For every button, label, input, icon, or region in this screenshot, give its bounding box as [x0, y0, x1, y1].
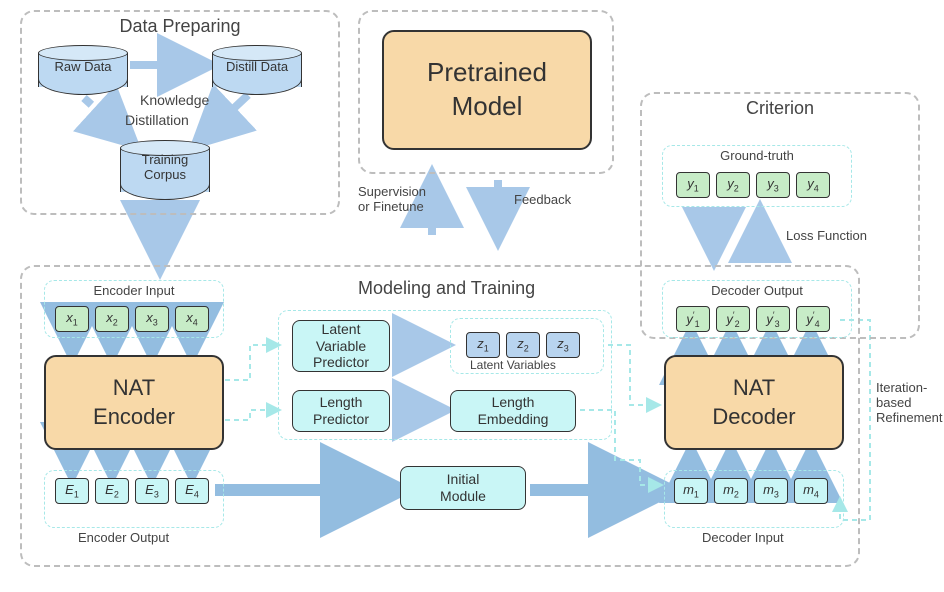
distillation-label: Distillation: [125, 112, 189, 128]
distill-data-cyl: Distill Data: [212, 45, 302, 95]
yp3: y′3: [756, 306, 790, 332]
E2: E2: [95, 478, 129, 504]
raw-data-cyl: Raw Data: [38, 45, 128, 95]
E1: E1: [55, 478, 89, 504]
raw-data-label: Raw Data: [38, 59, 128, 74]
data-preparing-title: Data Preparing: [22, 16, 338, 37]
decoder-output-title: Decoder Output: [663, 283, 851, 298]
E4: E4: [175, 478, 209, 504]
m3: m3: [754, 478, 788, 504]
supervision-label: Supervision or Finetune: [358, 184, 426, 214]
pretrained-box: Pretrained Model: [382, 30, 592, 150]
distill-data-label: Distill Data: [212, 59, 302, 74]
decoder-input-title: Decoder Input: [702, 530, 784, 545]
latent-predictor-box: Latent Variable Predictor: [292, 320, 390, 372]
encoder-output-title: Encoder Output: [78, 530, 169, 545]
iteration-label: Iteration- based Refinement: [876, 380, 942, 425]
y1: y1: [676, 172, 710, 198]
criterion-title: Criterion: [642, 98, 918, 119]
E3: E3: [135, 478, 169, 504]
training-corpus-label: Training Corpus: [120, 152, 210, 182]
m2: m2: [714, 478, 748, 504]
x2: x2: [95, 306, 129, 332]
yp4: y′4: [796, 306, 830, 332]
loss-label: Loss Function: [786, 228, 867, 243]
m4: m4: [794, 478, 828, 504]
nat-decoder-box: NAT Decoder: [664, 355, 844, 450]
y2: y2: [716, 172, 750, 198]
latent-vars-title: Latent Variables: [470, 358, 556, 372]
length-predictor-box: Length Predictor: [292, 390, 390, 432]
z2: z2: [506, 332, 540, 358]
encoder-input-title: Encoder Input: [45, 283, 223, 298]
m1: m1: [674, 478, 708, 504]
z3: z3: [546, 332, 580, 358]
modeling-title: Modeling and Training: [358, 278, 535, 299]
yp1: y′1: [676, 306, 710, 332]
x1: x1: [55, 306, 89, 332]
training-corpus-cyl: Training Corpus: [120, 140, 210, 200]
x3: x3: [135, 306, 169, 332]
ground-truth-title: Ground-truth: [663, 148, 851, 163]
x4: x4: [175, 306, 209, 332]
knowledge-label: Knowledge: [140, 92, 209, 108]
y3: y3: [756, 172, 790, 198]
z1: z1: [466, 332, 500, 358]
yp2: y′2: [716, 306, 750, 332]
feedback-label: Feedback: [514, 192, 571, 207]
length-embedding-box: Length Embedding: [450, 390, 576, 432]
y4: y4: [796, 172, 830, 198]
initial-module-box: Initial Module: [400, 466, 526, 510]
nat-encoder-box: NAT Encoder: [44, 355, 224, 450]
